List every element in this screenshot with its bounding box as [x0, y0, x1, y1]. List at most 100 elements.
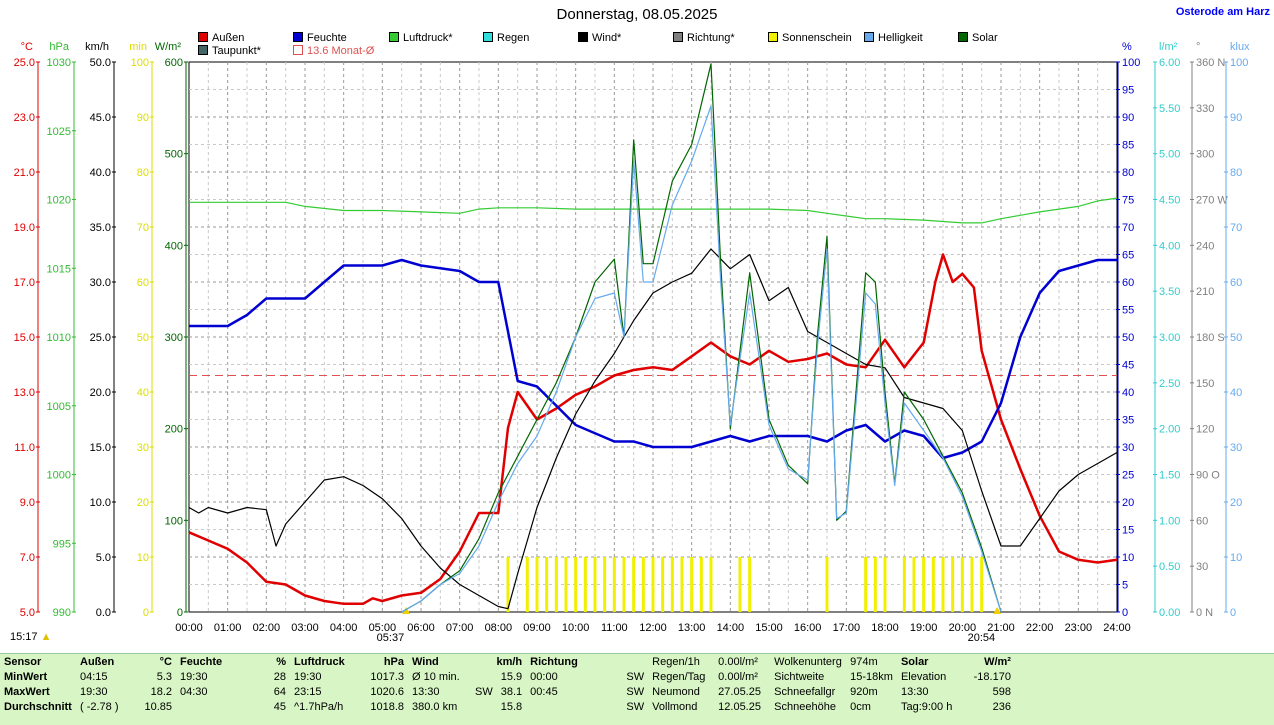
wind-tick-label: 25.0 — [90, 332, 111, 344]
series-luftdruck — [189, 197, 1118, 224]
legend-swatch — [578, 32, 588, 42]
wind-tick-label: 30.0 — [90, 277, 111, 289]
stats-header-solar: Solar — [900, 655, 929, 668]
legend-item: Außen — [198, 32, 244, 45]
rain-tick-label: 3.00 — [1159, 332, 1180, 344]
rain-tick-label: 0.00 — [1159, 607, 1180, 619]
legend-label: Luftdruck* — [403, 32, 453, 44]
legend-label: Außen — [212, 32, 245, 44]
pressure-unit-label: hPa — [49, 41, 69, 53]
rain-tick-label: 6.00 — [1159, 57, 1180, 69]
stats-header-feuchte: Feuchte — [180, 655, 223, 668]
humidity-tick-label: 50 — [1122, 332, 1134, 344]
lux-tick-label: 30 — [1230, 442, 1242, 454]
right-axes: 1009590858075706560555045403530252015105… — [1116, 41, 1250, 619]
legend-label: Taupunkt* — [212, 45, 261, 57]
solar-tick-label: 400 — [165, 240, 183, 252]
sunshine-bar — [912, 557, 916, 612]
lux-tick-label: 50 — [1230, 332, 1242, 344]
pressure-tick-label: 1025 — [47, 126, 71, 138]
sunmin-tick-label: 50 — [137, 332, 149, 344]
legend-item: Wind* — [578, 32, 621, 45]
solar-unit-label: W/m² — [155, 41, 182, 53]
legend-label: Richtung* — [687, 32, 735, 44]
rain-tick-label: 4.00 — [1159, 240, 1180, 252]
sunshine-bar — [825, 557, 829, 612]
wind-tick-label: 5.0 — [96, 552, 111, 564]
sunmin-tick-label: 30 — [137, 442, 149, 454]
humidity-tick-label: 55 — [1122, 305, 1134, 317]
sunshine-bar — [738, 557, 742, 612]
sunshine-bar — [873, 557, 877, 612]
stats-header-richtung: Richtung — [530, 655, 578, 668]
sunshine-bar — [525, 557, 529, 612]
sunshine-bar — [554, 557, 558, 612]
time-tick-label: 09:00 — [523, 622, 551, 634]
stats-row-min: MinWert 04:15 5.3 19:30 28 19:30 1017.3 Ø 1… — [4, 670, 1011, 683]
sunset-label-marker — [993, 607, 1002, 614]
direction-tick-label: 180 S — [1196, 332, 1225, 344]
legend-swatch — [483, 32, 493, 42]
rain-tick-label: 3.50 — [1159, 286, 1180, 298]
solar-tick-label: 200 — [165, 424, 183, 436]
time-tick-label: 07:00 — [446, 622, 474, 634]
time-tick-label: 20:00 — [949, 622, 977, 634]
solar-tick-label: 300 — [165, 332, 183, 344]
sunshine-bar — [902, 557, 906, 612]
temp-tick-label: 15.0 — [14, 332, 35, 344]
legend-item: Taupunkt* — [198, 45, 261, 58]
sunset-label: 20:54 — [968, 632, 996, 644]
sunmin-tick-label: 100 — [131, 57, 149, 69]
sunmin-unit-label: min — [129, 41, 147, 53]
sunshine-bar — [632, 557, 636, 612]
humidity-tick-label: 90 — [1122, 112, 1134, 124]
time-tick-label: 18:00 — [871, 622, 899, 634]
wind-tick-label: 0.0 — [96, 607, 111, 619]
legend-swatch — [293, 32, 303, 42]
rain-tick-label: 0.50 — [1159, 561, 1180, 573]
stats-header-sensor: Sensor — [4, 655, 42, 668]
left-axes: 25.0 23.0 21.0 19.0 17.0 15.0 13.0 11.0 9.0 7.0 5.… — [14, 41, 188, 619]
rain-unit-label: l/m² — [1159, 41, 1178, 53]
rain-tick-label: 1.50 — [1159, 470, 1180, 482]
humidity-tick-label: 85 — [1122, 140, 1134, 152]
time-tick-label: 04:00 — [330, 622, 358, 634]
time-tick-label: 05:00 — [369, 622, 397, 634]
temp-tick-label: 7.0 — [20, 552, 35, 564]
time-tick-label: 17:00 — [833, 622, 861, 634]
pressure-tick-label: 1000 — [47, 470, 71, 482]
sunshine-bar — [603, 557, 607, 612]
direction-tick-label: 210 — [1196, 286, 1214, 298]
lux-unit-label: klux — [1230, 41, 1250, 53]
pressure-tick-label: 1010 — [47, 332, 71, 344]
sunshine-bar — [612, 557, 616, 612]
sunmin-tick-label: 0 — [143, 607, 149, 619]
humidity-tick-label: 65 — [1122, 250, 1134, 262]
sunshine-bar — [545, 557, 549, 612]
temp-tick-label: 11.0 — [14, 442, 35, 454]
sunshine-bar — [748, 557, 752, 612]
sunmin-tick-label: 70 — [137, 222, 149, 234]
rain-tick-label: 5.00 — [1159, 149, 1180, 161]
solar-tick-label: 600 — [165, 57, 183, 69]
time-tick-label: 13:00 — [678, 622, 706, 634]
direction-tick-label: 270 W — [1196, 195, 1228, 207]
sunshine-bar — [951, 557, 955, 612]
legend-label: Solar — [972, 32, 998, 44]
humidity-tick-label: 30 — [1122, 442, 1134, 454]
solar-tick-label: 0 — [177, 607, 183, 619]
lux-tick-label: 0 — [1230, 607, 1236, 619]
legend-label: Helligkeit — [878, 32, 923, 44]
chart-title: Donnerstag, 08.05.2025 — [556, 6, 718, 23]
legend-swatch — [198, 32, 208, 42]
legend-swatch — [768, 32, 778, 42]
humidity-tick-label: 100 — [1122, 57, 1140, 69]
lux-tick-label: 100 — [1230, 57, 1248, 69]
time-tick-label: 21:00 — [987, 622, 1015, 634]
legend-item: Feuchte — [293, 32, 347, 45]
rain-tick-label: 4.50 — [1159, 195, 1180, 207]
station-name[interactable]: Osterode am Harz — [1175, 6, 1270, 18]
time-tick-label: 15:00 — [755, 622, 783, 634]
humidity-tick-label: 35 — [1122, 415, 1134, 427]
sunshine-bar — [583, 557, 587, 612]
